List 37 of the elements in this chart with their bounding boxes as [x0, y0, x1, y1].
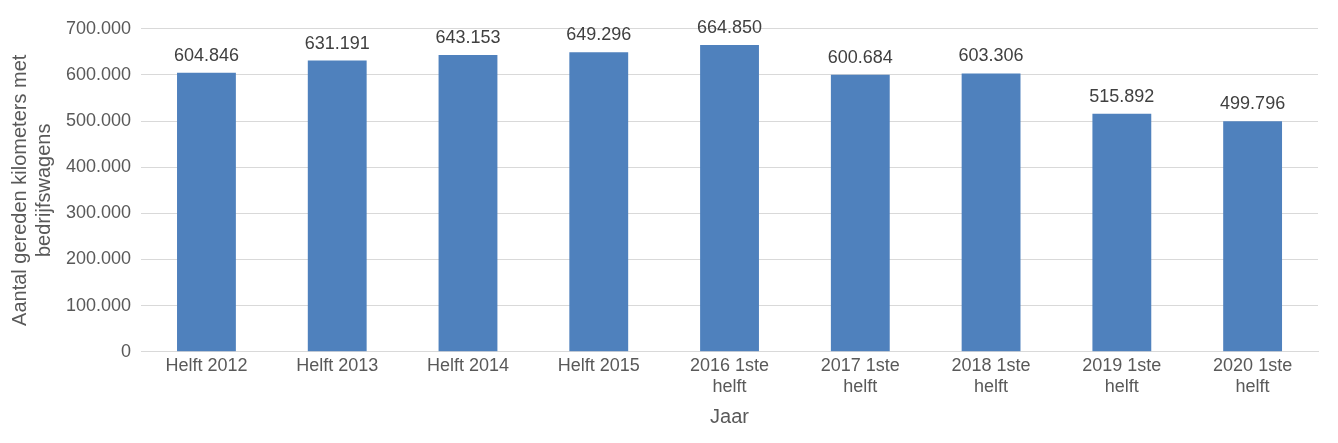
data-label: 603.306 [958, 45, 1024, 66]
x-tick-label: 2016 1ste helft [689, 354, 770, 397]
data-label: 643.153 [435, 27, 501, 47]
bar [438, 55, 498, 352]
y-tick-label: 200.000 [65, 248, 132, 269]
y-tick-label: 0 [121, 340, 132, 361]
y-tick-label: 600.000 [65, 63, 132, 84]
data-label: 631.191 [304, 32, 370, 53]
x-tick-label: 2019 1ste helft [1082, 354, 1162, 397]
bar [830, 74, 890, 352]
y-tick-label: 300.000 [65, 202, 132, 223]
x-tick-label: Helft 2013 [296, 354, 379, 375]
y-tick-label: 700.000 [65, 17, 132, 38]
y-tick-label: 100.000 [65, 294, 132, 315]
bar [307, 60, 367, 352]
y-axis-title: Aantal gereden kilometers met bedrijfswagens [7, 54, 54, 326]
data-label: 600.684 [827, 46, 893, 67]
bar [1223, 121, 1283, 352]
x-tick-label: 2017 1ste helft [820, 354, 900, 397]
bar [961, 73, 1021, 352]
data-label: 499.796 [1220, 93, 1286, 114]
x-axis-title: Jaar [710, 404, 750, 427]
bar [569, 52, 629, 352]
x-tick-label: Helft 2012 [165, 354, 248, 375]
bar [1092, 113, 1152, 352]
bar [700, 45, 759, 352]
bar [177, 72, 236, 352]
x-tick-label: 2018 1ste helft [951, 354, 1031, 397]
x-tick-label: Helft 2014 [426, 354, 510, 375]
data-label: 664.850 [696, 16, 763, 37]
data-label: 604.846 [173, 44, 239, 65]
data-label: 649.296 [566, 24, 632, 45]
y-tick-label: 400.000 [65, 156, 132, 177]
data-label: 515.892 [1089, 85, 1155, 106]
y-tick-label: 500.000 [65, 110, 132, 131]
x-tick-label: Helft 2015 [557, 354, 640, 375]
x-tick-label: 2020 1ste helft [1213, 354, 1293, 397]
